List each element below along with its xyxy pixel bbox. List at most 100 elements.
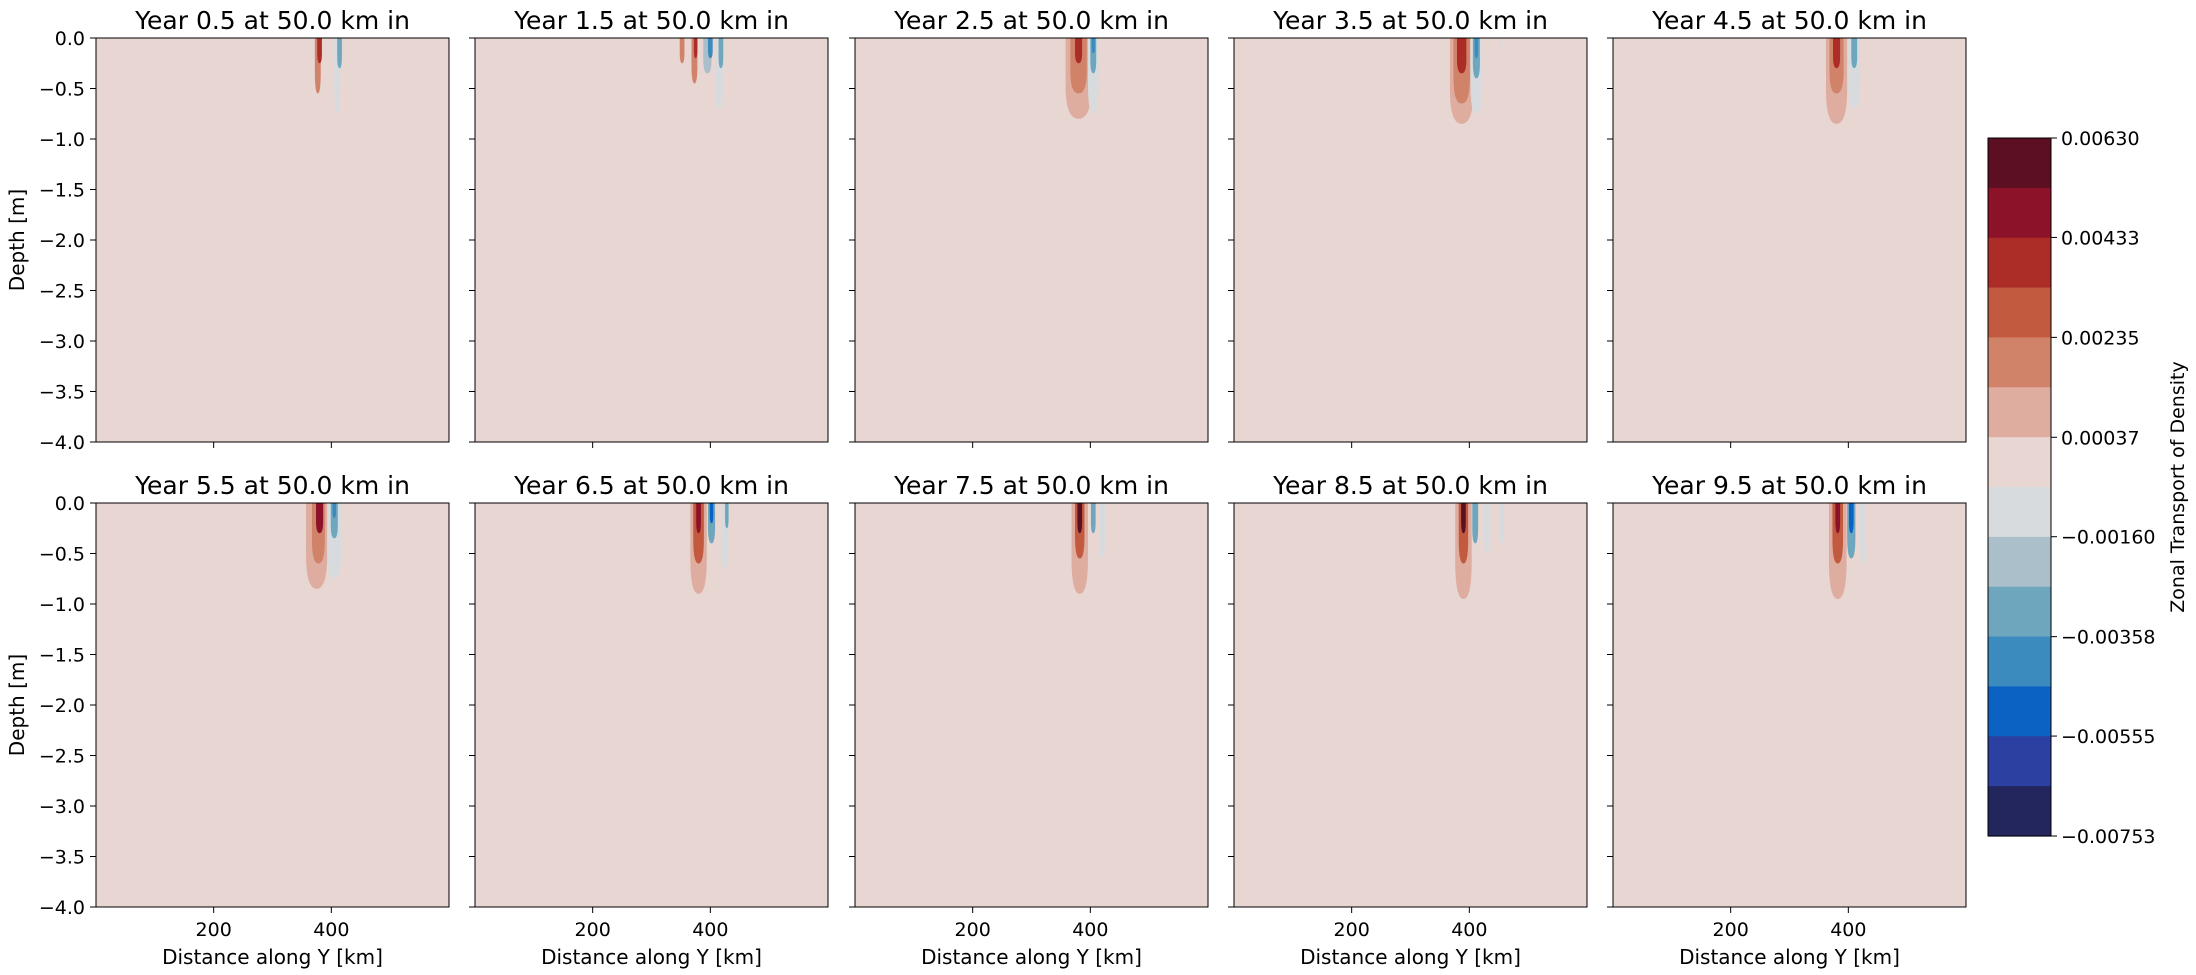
colorbar-tick-label: 0.00433 bbox=[2061, 227, 2140, 249]
contour-plume bbox=[1099, 503, 1105, 559]
colorbar-label: Zonal Transport of Density bbox=[2167, 361, 2189, 612]
y-tick-label: −0.5 bbox=[39, 79, 85, 101]
contour-plume bbox=[710, 503, 714, 523]
x-tick-label: 200 bbox=[1334, 919, 1370, 941]
panel-title: Year 0.5 at 50.0 km in bbox=[134, 6, 410, 35]
contour-plume bbox=[741, 503, 745, 533]
contour-plume bbox=[284, 503, 296, 574]
panel-background bbox=[1613, 38, 1966, 442]
x-tick-label: 200 bbox=[196, 919, 232, 941]
panel-9: Year 8.5 at 50.0 km in 200 400 Distance alo… bbox=[1228, 471, 1587, 969]
panel-3: Year 2.5 at 50.0 km in bbox=[849, 6, 1208, 448]
colorbar-ticks: 0.00630 0.00433 0.00235 0.00037 −0.00160 −0.0… bbox=[2051, 128, 2156, 848]
x-tick-label: 400 bbox=[692, 919, 728, 941]
colorbar-band bbox=[1988, 238, 2051, 288]
y-tick-label: −4.0 bbox=[39, 897, 85, 919]
x-tick-label: 400 bbox=[1451, 919, 1487, 941]
panel-title: Year 4.5 at 50.0 km in bbox=[1651, 6, 1927, 35]
panel-4: Year 3.5 at 50.0 km in bbox=[1228, 6, 1587, 448]
contour-plume bbox=[296, 38, 304, 104]
contour-plume bbox=[672, 503, 678, 548]
contour-plume bbox=[1440, 503, 1446, 559]
contour-plume bbox=[317, 38, 322, 63]
contour-plume bbox=[696, 503, 701, 533]
colorbar-band bbox=[1988, 487, 2051, 537]
contour-plume bbox=[1461, 503, 1466, 533]
panel-title: Year 9.5 at 50.0 km in bbox=[1651, 471, 1927, 500]
panel-background bbox=[855, 38, 1208, 442]
colorbar-band bbox=[1988, 138, 2051, 188]
y-tick-label: 0.0 bbox=[55, 28, 85, 50]
panel-background bbox=[96, 503, 449, 907]
contour-plume bbox=[1077, 503, 1082, 533]
contour-plume bbox=[1499, 38, 1501, 50]
contour-plume bbox=[1435, 38, 1440, 63]
colorbar-band bbox=[1988, 736, 2051, 786]
contour-plume bbox=[337, 38, 342, 68]
contour-plume bbox=[1816, 503, 1822, 554]
panel-background bbox=[855, 503, 1208, 907]
panel-grid: Year 0.5 at 50.0 km in 0.0 −0.5 −1.0 −1.5 −2.… bbox=[5, 6, 1966, 969]
x-tick-label: 400 bbox=[1830, 919, 1866, 941]
y-tick-label: −2.5 bbox=[39, 746, 85, 768]
contour-plume bbox=[1809, 38, 1815, 89]
colorbar-band bbox=[1988, 337, 2051, 387]
contour-plume bbox=[1054, 503, 1061, 564]
y-tick-label: −3.5 bbox=[39, 847, 85, 869]
colorbar-band bbox=[1988, 188, 2051, 238]
contour-plume bbox=[1056, 38, 1060, 48]
panel-background bbox=[475, 503, 828, 907]
panel-background bbox=[475, 38, 828, 442]
contour-plume bbox=[725, 503, 729, 528]
y-tick-label: −0.5 bbox=[39, 544, 85, 566]
contour-plume bbox=[1426, 38, 1431, 53]
contour-plume bbox=[1499, 503, 1504, 543]
x-axis-label: Distance along Y [km] bbox=[1679, 945, 1900, 969]
y-tick-label: −4.0 bbox=[39, 432, 85, 454]
x-tick-label: 200 bbox=[955, 919, 991, 941]
contour-plume bbox=[1484, 503, 1490, 554]
panel-title: Year 7.5 at 50.0 km in bbox=[893, 471, 1169, 500]
panel-5: Year 4.5 at 50.0 km in bbox=[1607, 6, 1966, 448]
y-axis-label: Depth [m] bbox=[5, 654, 29, 756]
contour-plume bbox=[708, 38, 713, 58]
panel-title: Year 6.5 at 50.0 km in bbox=[513, 471, 789, 500]
y-tick-label: −2.5 bbox=[39, 281, 85, 303]
x-tick-label: 400 bbox=[1072, 919, 1108, 941]
x-tick-label: 200 bbox=[575, 919, 611, 941]
colorbar-tick-label: 0.00037 bbox=[2061, 427, 2140, 449]
contour-plume bbox=[1091, 503, 1096, 533]
colorbar-band bbox=[1988, 387, 2051, 437]
y-tick-label: −1.5 bbox=[39, 180, 85, 202]
contour-plume bbox=[1475, 38, 1479, 58]
colorbar-tick-label: −0.00358 bbox=[2061, 627, 2156, 649]
panel-background bbox=[1234, 38, 1587, 442]
panel-title: Year 3.5 at 50.0 km in bbox=[1272, 6, 1548, 35]
colorbar-tick-label: 0.00235 bbox=[2061, 327, 2140, 349]
panel-7: Year 6.5 at 50.0 km in 200 400 Distance alo… bbox=[469, 471, 828, 969]
panel-title: Year 8.5 at 50.0 km in bbox=[1272, 471, 1548, 500]
colorbar-band bbox=[1988, 637, 2051, 687]
contour-plume bbox=[680, 38, 685, 63]
colorbar-band bbox=[1988, 288, 2051, 338]
colorbar: 0.00630 0.00433 0.00235 0.00037 −0.00160 −0.0… bbox=[1988, 128, 2189, 848]
contour-plume bbox=[1092, 38, 1096, 53]
colorbar-band bbox=[1988, 587, 2051, 637]
contour-plume bbox=[316, 503, 323, 533]
y-tick-label: −3.5 bbox=[39, 382, 85, 404]
colorbar-bands bbox=[1988, 138, 2051, 837]
x-axis-label: Distance along Y [km] bbox=[162, 945, 383, 969]
x-axis-label: Distance along Y [km] bbox=[1300, 945, 1521, 969]
colorbar-band bbox=[1988, 686, 2051, 736]
contour-plume bbox=[1849, 503, 1854, 533]
contour-plume bbox=[333, 503, 337, 518]
colorbar-band bbox=[1988, 437, 2051, 487]
x-tick-label: 200 bbox=[1713, 919, 1749, 941]
y-tick-label: −3.0 bbox=[39, 331, 85, 353]
y-tick-label: −3.0 bbox=[39, 796, 85, 818]
contour-plume bbox=[1110, 503, 1115, 564]
panel-2: Year 1.5 at 50.0 km in bbox=[469, 6, 828, 448]
y-tick-label: −2.0 bbox=[39, 230, 85, 252]
contour-plume bbox=[1860, 503, 1866, 564]
